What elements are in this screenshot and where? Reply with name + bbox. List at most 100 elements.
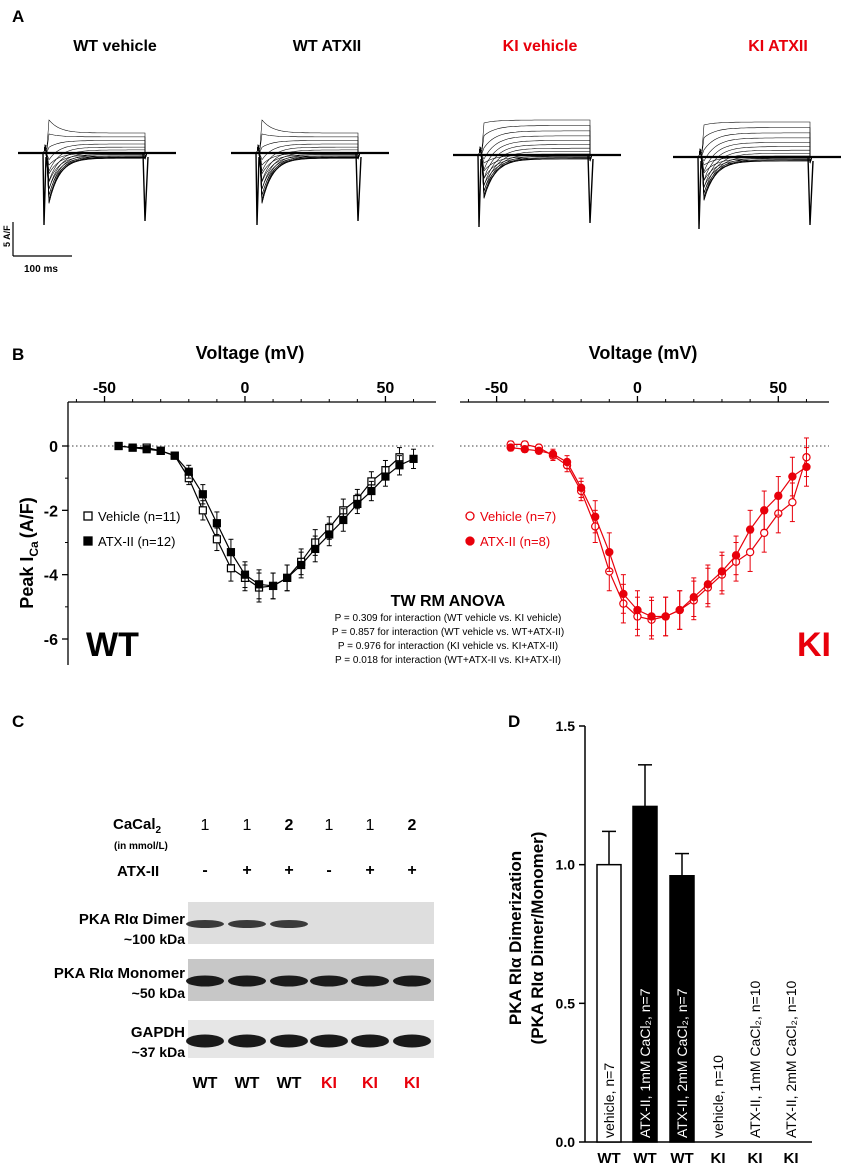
data-point bbox=[731, 551, 741, 560]
capacitive-transient bbox=[42, 152, 47, 226]
data-point bbox=[675, 605, 684, 615]
data-point bbox=[591, 512, 600, 521]
current-trace bbox=[20, 143, 170, 161]
bar-label: vehicle, n=10 bbox=[710, 1055, 726, 1138]
legend-item: Vehicle (n=11) bbox=[83, 509, 181, 524]
legend-item: Vehicle (n=7) bbox=[465, 509, 556, 524]
current-trace bbox=[455, 140, 615, 171]
current-trace bbox=[675, 127, 835, 164]
data-point bbox=[198, 490, 207, 499]
current-trace bbox=[20, 144, 170, 204]
x-tick-label: 50 bbox=[769, 380, 787, 397]
current-trace bbox=[20, 133, 170, 160]
atx-value: - bbox=[326, 862, 331, 879]
data-point bbox=[689, 592, 698, 602]
data-point bbox=[283, 573, 292, 582]
legend-label: ATX-II (n=12) bbox=[98, 534, 175, 549]
dimer-blot bbox=[186, 902, 434, 944]
gapdh-label: GAPDH bbox=[131, 1024, 185, 1041]
atx-value: + bbox=[284, 862, 293, 879]
x-tick-label: 0 bbox=[633, 380, 642, 397]
y-tick-label: -2 bbox=[44, 503, 58, 520]
legend-label: Vehicle (n=7) bbox=[480, 509, 556, 524]
current-trace bbox=[455, 146, 615, 186]
anova-title: TW RM ANOVA bbox=[391, 593, 506, 610]
current-trace bbox=[233, 144, 383, 196]
scale-bar-y-label: 5 A/F bbox=[2, 225, 12, 247]
legend-label: ATX-II (n=8) bbox=[480, 534, 550, 549]
current-trace bbox=[233, 133, 383, 160]
current-trace bbox=[675, 121, 835, 164]
protein-band bbox=[351, 1034, 389, 1048]
current-trace bbox=[675, 137, 835, 164]
bar-y-axis-label-line1: PKA RIα Dimerization bbox=[506, 851, 525, 1025]
data-point bbox=[226, 548, 236, 557]
data-point bbox=[788, 472, 797, 481]
category-label: WT bbox=[670, 1150, 693, 1167]
monomer-label: PKA RIα Monomer bbox=[54, 965, 185, 982]
panel-a-label: A bbox=[12, 7, 24, 26]
current-traces bbox=[18, 119, 841, 230]
category-label: KI bbox=[748, 1150, 763, 1167]
data-point bbox=[605, 547, 614, 557]
data-point bbox=[170, 451, 179, 460]
data-point bbox=[339, 515, 348, 525]
y-tick-label: -6 bbox=[44, 632, 58, 649]
protein-band bbox=[228, 920, 266, 928]
current-trace bbox=[233, 143, 383, 161]
data-point bbox=[268, 581, 278, 591]
tail-transient bbox=[807, 156, 814, 226]
data-point bbox=[520, 445, 529, 454]
current-trace bbox=[455, 146, 615, 192]
category-label: KI bbox=[711, 1150, 726, 1167]
current-trace bbox=[455, 119, 615, 162]
protein-band bbox=[228, 1034, 266, 1048]
trace-group-2 bbox=[453, 119, 621, 228]
data-point bbox=[395, 461, 404, 470]
data-point bbox=[381, 472, 390, 481]
data-point bbox=[745, 525, 755, 534]
western-blots bbox=[186, 902, 434, 1058]
trace-titles: WT vehicle WT ATXII KI vehicle KI ATXII bbox=[73, 38, 808, 55]
data-point bbox=[562, 457, 572, 467]
cacal-value: 1 bbox=[201, 817, 210, 834]
genotype-label: KI bbox=[404, 1075, 420, 1092]
protein-band bbox=[186, 920, 224, 928]
data-point bbox=[114, 441, 123, 451]
current-trace bbox=[20, 144, 170, 203]
gapdh-blot bbox=[186, 1020, 434, 1058]
bar bbox=[669, 875, 695, 1143]
data-point bbox=[409, 454, 418, 463]
y-tick-label: 0 bbox=[49, 439, 58, 456]
anova-line-3: P = 0.976 for interaction (KI vehicle vs… bbox=[338, 641, 558, 652]
data-point bbox=[297, 560, 306, 570]
current-trace bbox=[20, 144, 170, 196]
blot-columns: 1 - WT 1 + WT 2 + WT 1 - KI 1 + KI 2 + KI bbox=[193, 817, 420, 1092]
series-filled-square bbox=[114, 441, 418, 600]
protein-band bbox=[270, 975, 308, 987]
ki-iv-plot: -50 0 50 Vehicle (n=7) ATX-II (n=8) bbox=[460, 380, 829, 640]
trace-group-0 bbox=[18, 119, 176, 226]
trace-title-wt-atxii: WT ATXII bbox=[293, 38, 361, 55]
legend-marker bbox=[465, 536, 475, 546]
current-trace bbox=[233, 144, 383, 204]
data-point bbox=[142, 445, 151, 454]
y-tick-label: 0.5 bbox=[556, 995, 576, 1011]
cacal-value: 2 bbox=[408, 817, 417, 834]
category-label: WT bbox=[633, 1150, 656, 1167]
y-tick-label: 1.0 bbox=[556, 857, 576, 873]
y-tick-label: 1.5 bbox=[556, 718, 576, 734]
current-trace bbox=[675, 146, 835, 181]
series-open-circle bbox=[506, 437, 811, 640]
anova-line-2: P = 0.857 for interaction (WT vehicle vs… bbox=[332, 627, 564, 638]
data-point bbox=[128, 443, 137, 452]
current-trace bbox=[675, 132, 835, 164]
protein-band bbox=[351, 975, 389, 987]
category-label: KI bbox=[784, 1150, 799, 1167]
tail-transient bbox=[142, 152, 149, 222]
data-point bbox=[774, 491, 783, 501]
bar-label: ATX-II, 1mM CaCl₂, n=7 bbox=[637, 988, 653, 1138]
iv-plots: -50 0 50 0 -2 -4 -6 Vehicle (n=11) ATX-II (n=12)… bbox=[44, 380, 829, 665]
bar bbox=[596, 863, 622, 1143]
cacal-value: 2 bbox=[285, 817, 294, 834]
